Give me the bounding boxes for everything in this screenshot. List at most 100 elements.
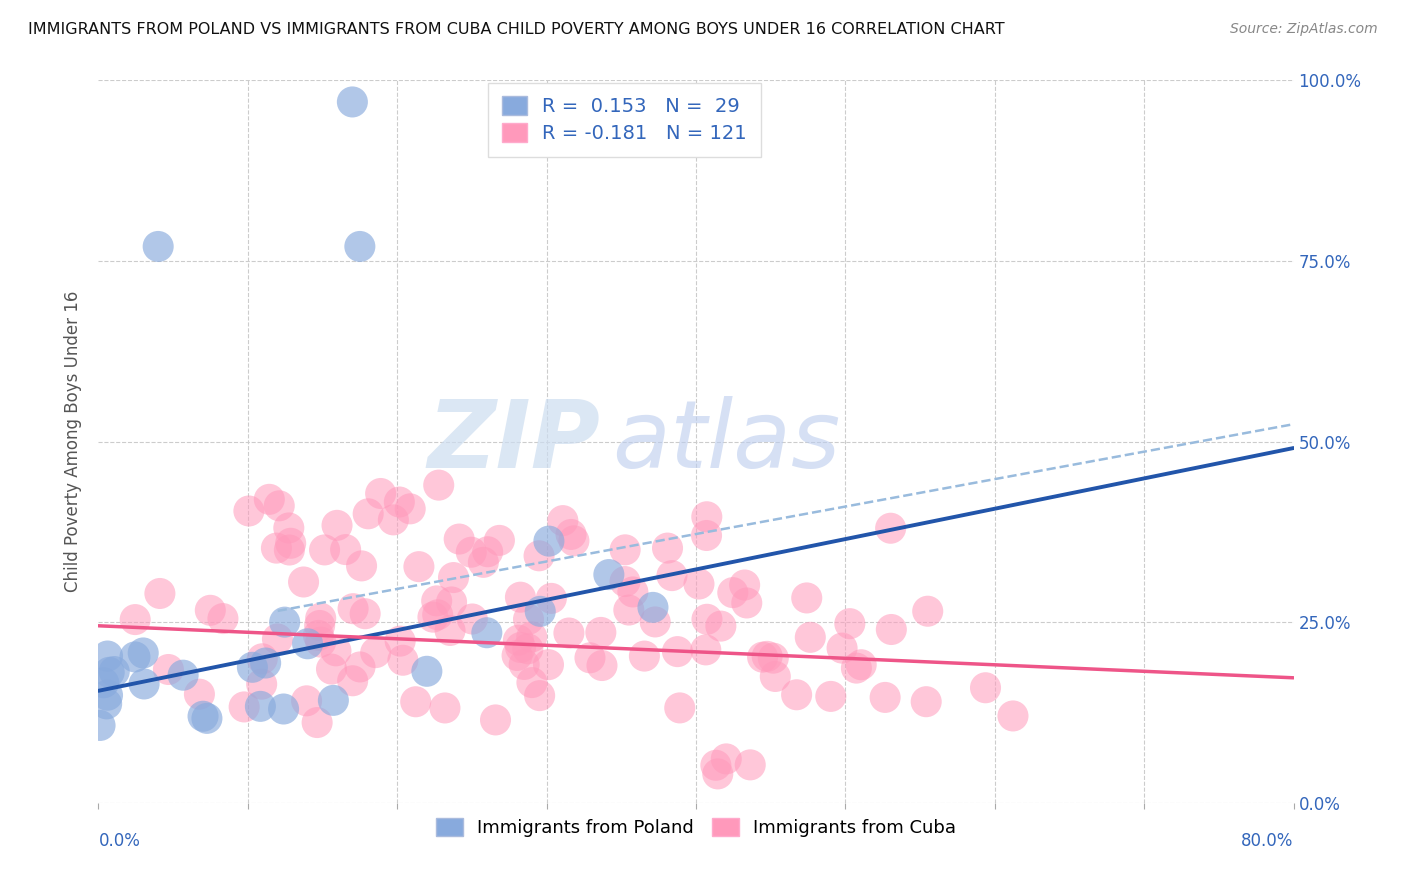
Point: [509, 640, 531, 655]
Point: [200, 603, 222, 617]
Point: [388, 495, 411, 509]
Point: [307, 628, 329, 642]
Point: [326, 518, 349, 533]
Point: [309, 635, 332, 649]
Point: [520, 675, 543, 690]
Point: [666, 645, 689, 659]
Point: [250, 677, 273, 691]
Point: [735, 596, 758, 610]
Point: [349, 239, 371, 253]
Point: [688, 577, 710, 591]
Point: [661, 568, 683, 582]
Point: [149, 586, 172, 600]
Point: [266, 541, 288, 555]
Point: [845, 661, 868, 675]
Point: [820, 690, 842, 704]
Point: [917, 604, 939, 618]
Point: [707, 767, 730, 781]
Point: [292, 574, 315, 589]
Point: [696, 528, 718, 542]
Text: ZIP: ZIP: [427, 395, 600, 488]
Point: [308, 618, 330, 632]
Point: [148, 239, 170, 253]
Point: [172, 668, 194, 682]
Point: [280, 536, 302, 550]
Point: [704, 758, 727, 772]
Point: [475, 625, 498, 640]
Point: [740, 757, 762, 772]
Point: [786, 688, 808, 702]
Point: [97, 648, 120, 663]
Point: [392, 653, 415, 667]
Point: [763, 669, 786, 683]
Point: [915, 695, 938, 709]
Point: [422, 610, 444, 624]
Point: [621, 585, 644, 599]
Point: [357, 507, 380, 521]
Point: [614, 542, 637, 557]
Point: [416, 665, 439, 679]
Point: [233, 700, 256, 714]
Point: [321, 662, 343, 676]
Point: [591, 658, 613, 673]
Point: [191, 709, 214, 723]
Point: [614, 574, 637, 589]
Point: [721, 585, 744, 599]
Text: 0.0%: 0.0%: [98, 831, 141, 850]
Text: atlas: atlas: [613, 396, 841, 487]
Point: [484, 713, 506, 727]
Point: [273, 615, 295, 629]
Point: [249, 699, 271, 714]
Point: [297, 637, 319, 651]
Point: [350, 558, 373, 573]
Point: [520, 630, 543, 644]
Point: [370, 486, 392, 500]
Point: [273, 702, 295, 716]
Point: [529, 689, 551, 703]
Point: [461, 612, 484, 626]
Legend: Immigrants from Poland, Immigrants from Cuba: Immigrants from Poland, Immigrants from …: [429, 811, 963, 845]
Point: [269, 499, 291, 513]
Point: [558, 626, 581, 640]
Point: [433, 701, 456, 715]
Point: [488, 533, 510, 548]
Point: [382, 513, 405, 527]
Point: [242, 660, 264, 674]
Point: [598, 567, 620, 582]
Point: [188, 687, 211, 701]
Point: [278, 543, 301, 558]
Point: [831, 641, 853, 656]
Point: [93, 675, 115, 690]
Point: [641, 600, 664, 615]
Point: [325, 644, 347, 658]
Point: [551, 514, 574, 528]
Point: [212, 611, 235, 625]
Point: [589, 625, 612, 640]
Point: [89, 718, 111, 732]
Point: [560, 527, 582, 541]
Point: [751, 650, 773, 665]
Point: [472, 555, 495, 569]
Point: [349, 660, 371, 674]
Point: [527, 549, 550, 563]
Point: [537, 657, 560, 672]
Point: [579, 650, 602, 665]
Point: [252, 652, 274, 666]
Point: [342, 601, 364, 615]
Point: [314, 542, 336, 557]
Point: [309, 611, 332, 625]
Point: [537, 534, 560, 549]
Point: [342, 673, 364, 688]
Point: [124, 613, 146, 627]
Point: [756, 649, 779, 664]
Point: [762, 651, 785, 665]
Point: [399, 501, 422, 516]
Text: 80.0%: 80.0%: [1241, 831, 1294, 850]
Point: [1001, 709, 1024, 723]
Text: IMMIGRANTS FROM POLAND VS IMMIGRANTS FROM CUBA CHILD POVERTY AMONG BOYS UNDER 16: IMMIGRANTS FROM POLAND VS IMMIGRANTS FRO…: [28, 22, 1005, 37]
Point: [657, 541, 679, 555]
Point: [716, 752, 738, 766]
Point: [124, 649, 146, 664]
Point: [427, 478, 450, 492]
Point: [695, 643, 717, 657]
